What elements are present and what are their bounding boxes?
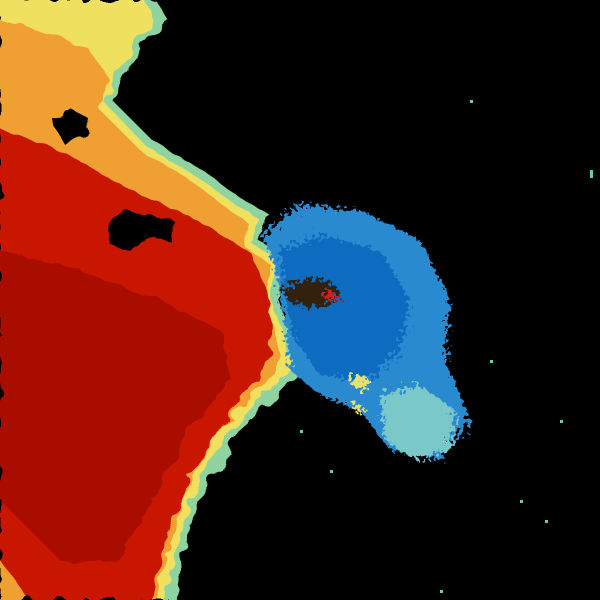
echo-yellow xyxy=(352,404,364,412)
speckle xyxy=(520,500,523,503)
speckle xyxy=(470,100,473,103)
speckle xyxy=(300,430,303,433)
speckle xyxy=(545,520,548,523)
echo-cyan xyxy=(380,385,455,460)
speckle xyxy=(330,470,333,473)
core-darkred xyxy=(0,250,230,560)
speckle xyxy=(490,360,493,363)
speckle xyxy=(590,170,593,178)
speckles xyxy=(300,100,593,593)
echo-clutter xyxy=(284,279,340,307)
precip-west xyxy=(0,0,298,600)
echo-clutter-red xyxy=(322,292,338,300)
gap-1 xyxy=(52,108,88,142)
echo-blue xyxy=(280,235,410,380)
speckle xyxy=(560,420,563,423)
gap-2 xyxy=(108,210,175,250)
precip-east xyxy=(262,205,470,460)
echo-yellow xyxy=(350,375,370,389)
speckle xyxy=(440,590,443,593)
